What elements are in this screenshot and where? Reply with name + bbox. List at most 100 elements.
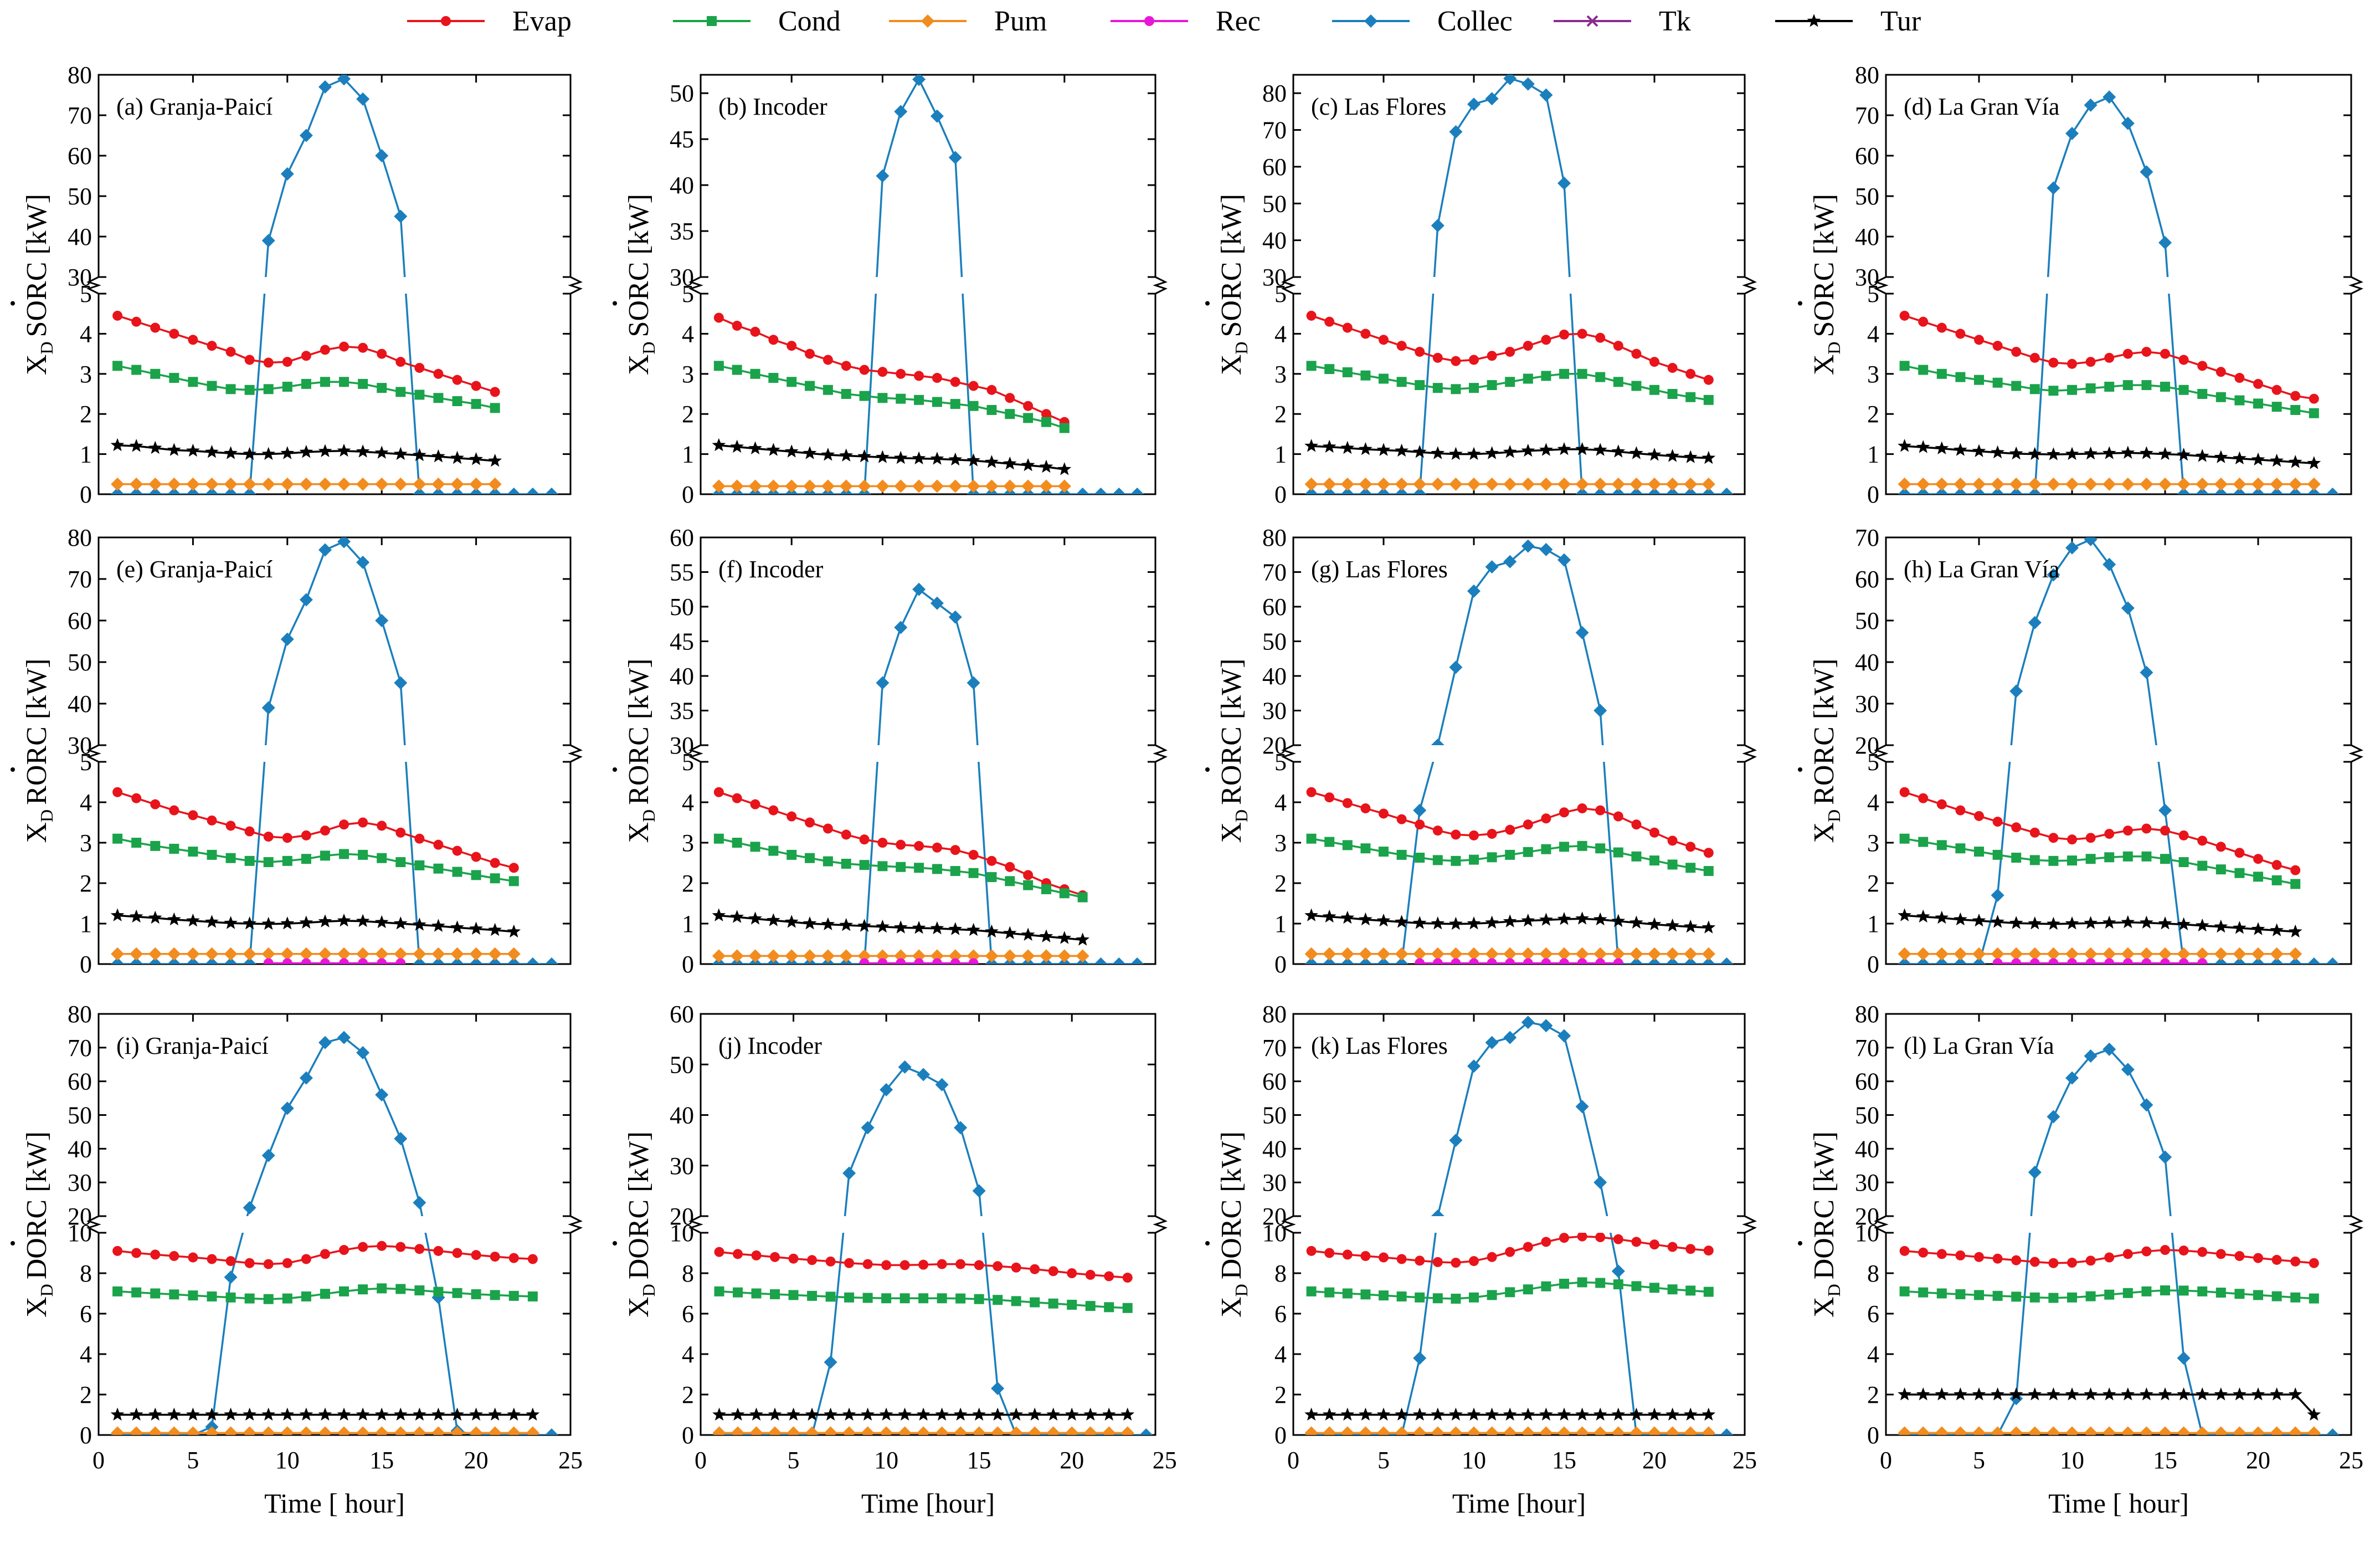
y-tick-label: 0 bbox=[1274, 951, 1287, 978]
data-point-cond bbox=[1974, 1290, 1984, 1300]
data-point-evap bbox=[1451, 829, 1461, 840]
data-point-collec bbox=[205, 957, 219, 964]
series-evap bbox=[112, 310, 500, 397]
y-tick-label: 60 bbox=[1855, 566, 1879, 593]
data-point-cond bbox=[1577, 368, 1587, 379]
y-tick-label: 30 bbox=[670, 732, 694, 759]
data-point-tur bbox=[876, 450, 890, 463]
data-point-tur bbox=[167, 443, 181, 456]
y-axis-label-dot bbox=[613, 1241, 617, 1246]
data-point-cond bbox=[1085, 1301, 1096, 1311]
y-tick-label: 10 bbox=[1262, 1219, 1287, 1247]
data-point-evap bbox=[1631, 348, 1642, 359]
data-point-evap bbox=[2197, 1247, 2208, 1257]
y-tick-label: 40 bbox=[670, 663, 694, 690]
data-point-tur bbox=[1935, 1387, 1949, 1401]
data-point-tur bbox=[129, 909, 143, 923]
data-point-tur bbox=[2233, 1387, 2247, 1401]
data-point-pum bbox=[1485, 947, 1499, 961]
x-axis-label: Time [hour] bbox=[861, 1488, 995, 1519]
data-point-pum bbox=[748, 479, 762, 493]
data-point-tur bbox=[2084, 916, 2098, 929]
data-point-tur bbox=[898, 1407, 912, 1421]
data-point-evap bbox=[770, 1252, 780, 1262]
data-point-collec bbox=[1076, 957, 1089, 964]
data-point-pum bbox=[768, 1426, 782, 1435]
data-point-tur bbox=[2102, 1387, 2116, 1401]
data-point-tur bbox=[2047, 447, 2060, 460]
data-point-evap bbox=[150, 322, 161, 333]
data-point-collec bbox=[1629, 488, 1643, 494]
y-tick-label: 40 bbox=[68, 1135, 92, 1162]
data-point-evap bbox=[714, 1247, 724, 1257]
data-point-evap bbox=[2141, 346, 2152, 357]
data-point-evap bbox=[1085, 1269, 1096, 1280]
data-point-evap bbox=[244, 355, 255, 365]
data-point-pum bbox=[1629, 477, 1643, 491]
data-point-tur bbox=[2288, 1387, 2302, 1401]
data-point-pum bbox=[413, 947, 426, 961]
data-point-cond bbox=[968, 868, 979, 878]
axis-break-mark bbox=[568, 1215, 583, 1234]
data-point-rec bbox=[932, 958, 942, 964]
data-point-evap bbox=[1505, 824, 1515, 835]
data-point-collec bbox=[2103, 557, 2116, 571]
data-point-cond bbox=[937, 1293, 947, 1304]
data-point-cond bbox=[1559, 368, 1569, 379]
data-point-cond bbox=[2011, 381, 2022, 391]
data-point-tur bbox=[167, 1407, 181, 1421]
data-point-cond bbox=[1667, 859, 1678, 870]
series-line-collec bbox=[1311, 77, 1727, 494]
y-tick-label: 5 bbox=[1274, 280, 1287, 307]
data-point-collec bbox=[337, 75, 351, 86]
data-point-pum bbox=[1395, 947, 1409, 961]
data-point-collec bbox=[337, 1031, 351, 1044]
data-point-collec bbox=[243, 1201, 256, 1214]
axis-break-mark bbox=[568, 276, 583, 295]
data-point-tur bbox=[1916, 440, 1930, 453]
data-point-pum bbox=[469, 477, 483, 491]
data-point-pum bbox=[469, 947, 483, 961]
data-point-collec bbox=[1449, 125, 1463, 139]
data-point-cond bbox=[805, 853, 815, 863]
data-point-tur bbox=[413, 918, 426, 931]
data-point-cond bbox=[2011, 1291, 2022, 1302]
data-point-evap bbox=[787, 341, 797, 351]
data-point-evap bbox=[1306, 787, 1317, 797]
data-point-pum bbox=[526, 1426, 539, 1435]
data-point-rec bbox=[377, 958, 387, 964]
y-tick-label: 8 bbox=[1867, 1260, 1879, 1287]
data-point-evap bbox=[1992, 817, 2003, 827]
data-point-cond bbox=[1005, 409, 1015, 419]
data-point-evap bbox=[490, 1252, 500, 1262]
data-point-cond bbox=[1505, 377, 1515, 387]
y-tick-label: 20 bbox=[1855, 1203, 1879, 1230]
data-point-cond bbox=[1432, 1293, 1443, 1304]
axis-break-mark bbox=[1742, 744, 1757, 763]
data-point-collec bbox=[985, 488, 999, 494]
data-point-cond bbox=[2253, 1290, 2263, 1300]
data-point-tur bbox=[2028, 1387, 2042, 1401]
legend-entry-cond: Cond bbox=[673, 6, 841, 37]
data-point-collec bbox=[1702, 957, 1715, 964]
data-point-tur bbox=[1991, 1387, 2004, 1401]
data-point-pum bbox=[803, 949, 817, 963]
data-point-cond bbox=[1955, 372, 1966, 382]
data-point-cond bbox=[452, 867, 462, 877]
data-point-evap bbox=[1505, 1247, 1515, 1257]
data-point-collec bbox=[413, 957, 426, 964]
data-point-evap bbox=[1703, 375, 1714, 385]
data-point-cond bbox=[1487, 852, 1497, 863]
data-point-collec bbox=[2103, 1042, 2116, 1056]
data-point-cond bbox=[932, 397, 942, 407]
data-point-collec bbox=[1340, 488, 1354, 494]
y-tick-label: 80 bbox=[1855, 1001, 1879, 1028]
axis-break-mark bbox=[2348, 744, 2363, 763]
data-point-evap bbox=[207, 341, 217, 351]
data-point-collec bbox=[2028, 1165, 2042, 1179]
data-point-evap bbox=[2011, 346, 2022, 357]
data-point-cond bbox=[862, 1293, 873, 1303]
data-point-tur bbox=[1575, 442, 1589, 455]
data-point-pum bbox=[1954, 947, 1967, 961]
y-tick-label: 8 bbox=[682, 1260, 694, 1287]
